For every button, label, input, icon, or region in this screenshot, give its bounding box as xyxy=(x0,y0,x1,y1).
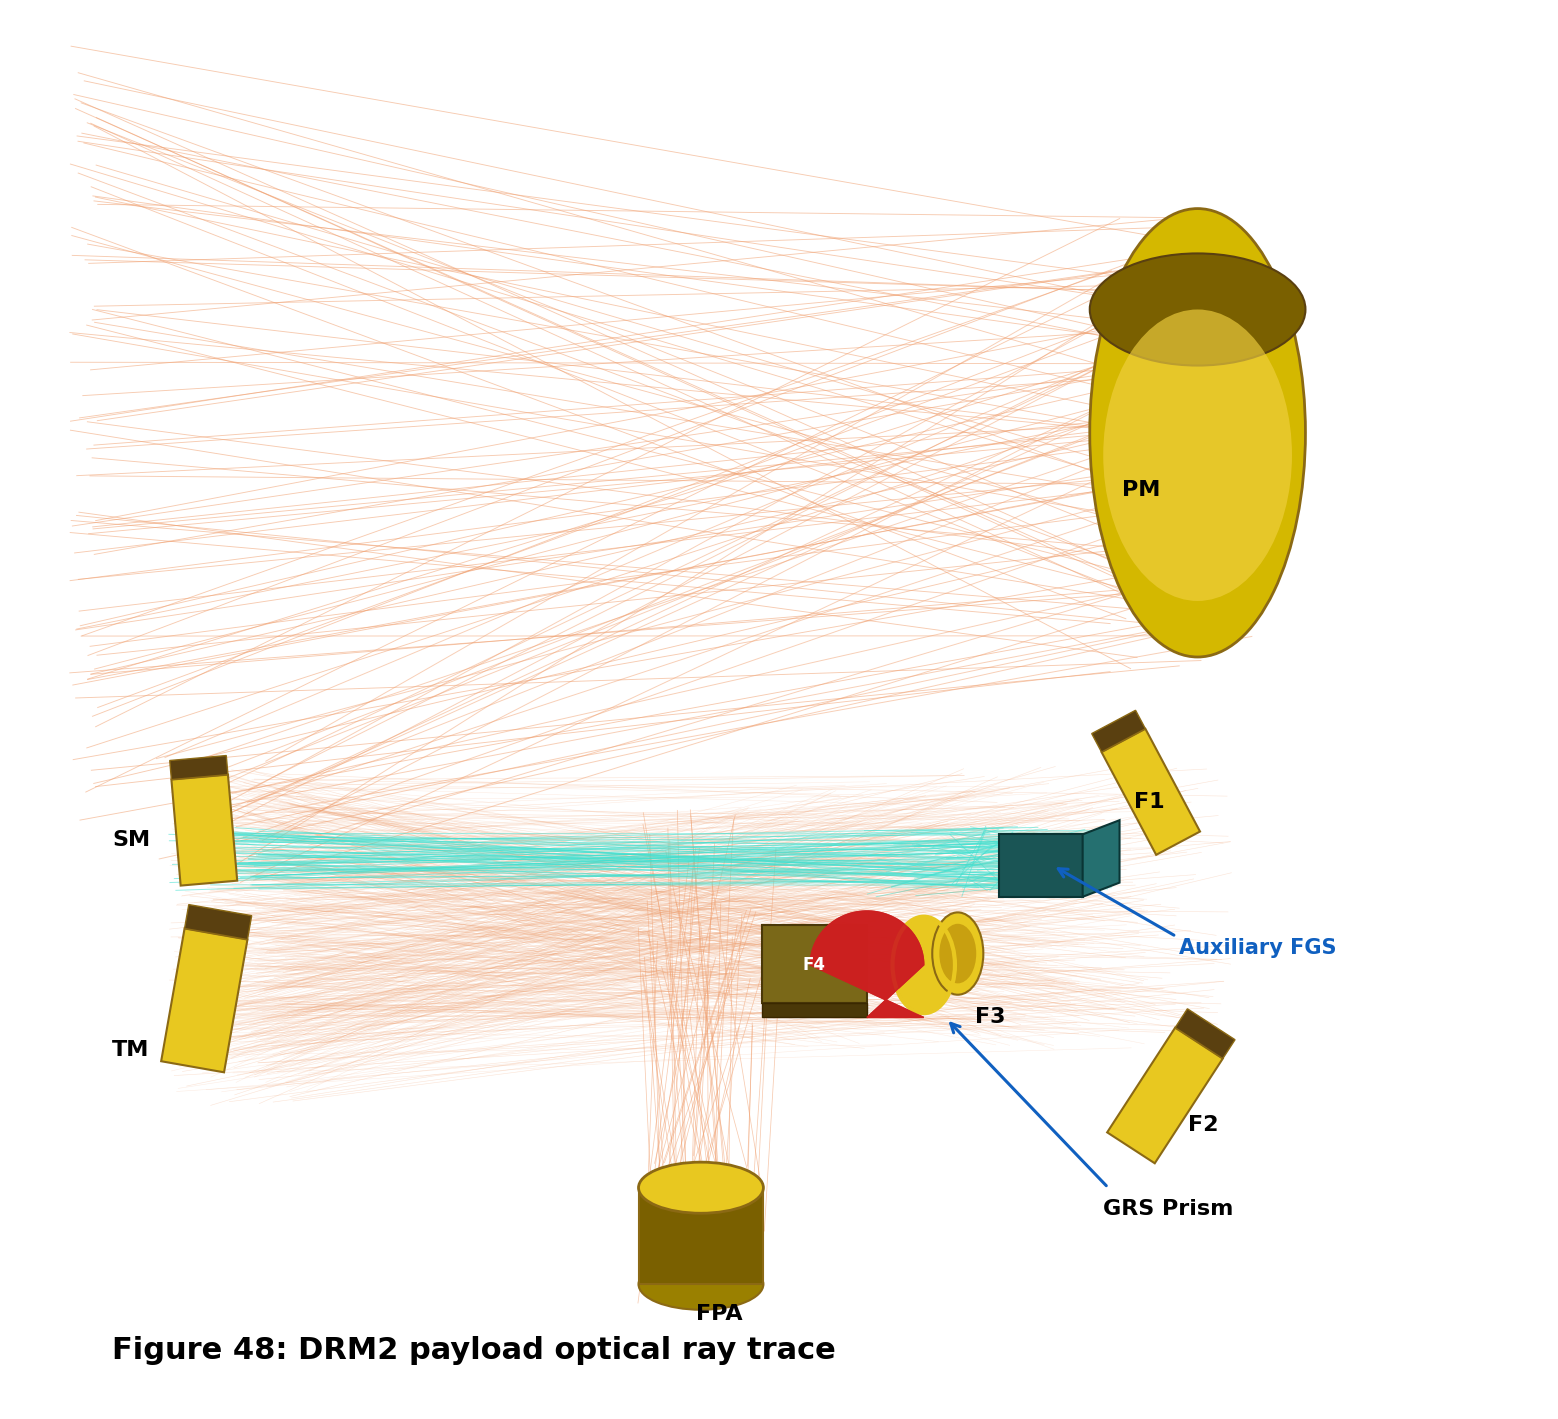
Polygon shape xyxy=(639,1188,763,1284)
Ellipse shape xyxy=(939,924,977,983)
Text: F2: F2 xyxy=(1187,1115,1218,1135)
Text: Auxiliary FGS: Auxiliary FGS xyxy=(1179,938,1337,958)
Polygon shape xyxy=(1092,711,1145,752)
Text: F1: F1 xyxy=(1134,792,1164,812)
Polygon shape xyxy=(810,911,924,1017)
Ellipse shape xyxy=(932,912,983,995)
Ellipse shape xyxy=(1089,209,1306,657)
Text: SM: SM xyxy=(112,830,150,850)
Text: F3: F3 xyxy=(975,1007,1005,1027)
Polygon shape xyxy=(184,904,252,939)
Ellipse shape xyxy=(893,917,955,1013)
Text: F4: F4 xyxy=(802,956,826,973)
Polygon shape xyxy=(762,925,866,1003)
Ellipse shape xyxy=(639,1162,763,1213)
Ellipse shape xyxy=(639,1259,763,1310)
Text: FPA: FPA xyxy=(696,1304,743,1324)
Text: GRS Prism: GRS Prism xyxy=(1103,1199,1232,1219)
Polygon shape xyxy=(170,755,227,779)
Polygon shape xyxy=(1102,729,1200,854)
Polygon shape xyxy=(171,775,237,885)
Ellipse shape xyxy=(1089,254,1306,366)
Text: PM: PM xyxy=(1122,480,1161,499)
Text: Figure 48: DRM2 payload optical ray trace: Figure 48: DRM2 payload optical ray trac… xyxy=(112,1337,835,1365)
Polygon shape xyxy=(160,928,248,1073)
Polygon shape xyxy=(999,834,1083,897)
Polygon shape xyxy=(810,911,924,1017)
Polygon shape xyxy=(762,1003,866,1017)
Text: TM: TM xyxy=(112,1040,150,1060)
Polygon shape xyxy=(1108,1027,1223,1164)
Polygon shape xyxy=(1175,1009,1235,1059)
Ellipse shape xyxy=(1103,309,1292,602)
Polygon shape xyxy=(1083,820,1120,897)
